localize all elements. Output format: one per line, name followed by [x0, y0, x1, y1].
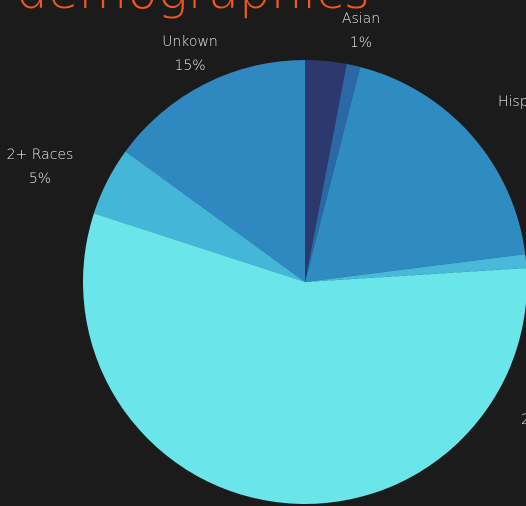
pie-slice — [125, 59, 305, 282]
pie-slice — [305, 63, 361, 282]
pie-slice — [83, 213, 526, 504]
value-label: 1% — [350, 35, 372, 51]
pie-slice — [305, 66, 526, 282]
pie-slice — [305, 60, 347, 282]
value-label: 5% — [29, 171, 51, 187]
slice-label: Asian — [342, 11, 380, 27]
slice-label: Unkown — [162, 34, 218, 50]
pie-slice — [93, 151, 306, 282]
chart-title: demographics — [16, 0, 370, 20]
annotation: 2 — [521, 412, 526, 428]
slice-label: Hisp — [498, 94, 526, 110]
value-label: 15% — [174, 58, 205, 74]
pie-slice — [305, 254, 526, 282]
slice-label: 2+ Races — [7, 147, 74, 163]
